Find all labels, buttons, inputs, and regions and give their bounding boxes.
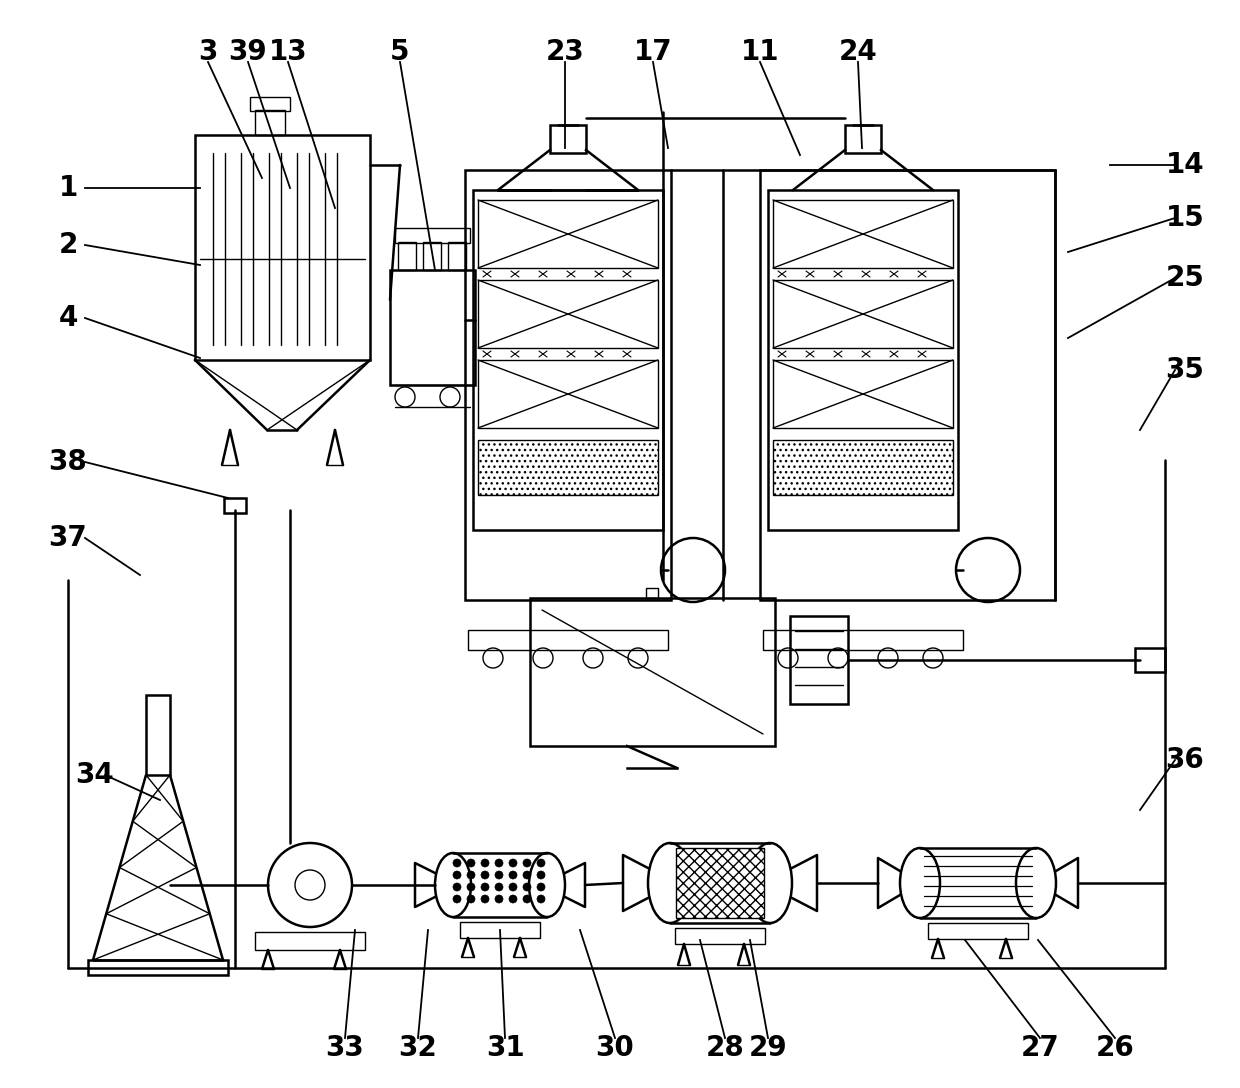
Bar: [928, 923, 1028, 939]
Text: 31: 31: [486, 1034, 525, 1062]
Text: 1: 1: [58, 174, 78, 202]
Circle shape: [495, 895, 503, 903]
Text: 38: 38: [48, 448, 87, 477]
Bar: [396, 228, 470, 243]
Bar: [763, 630, 963, 650]
Bar: [773, 200, 954, 268]
Circle shape: [495, 860, 503, 867]
Bar: [1135, 648, 1166, 672]
Circle shape: [453, 871, 461, 879]
Bar: [760, 170, 1055, 599]
Text: 28: 28: [706, 1034, 744, 1062]
Bar: [250, 97, 290, 111]
Text: 14: 14: [1166, 151, 1204, 180]
Text: 33: 33: [326, 1034, 365, 1062]
Text: 2: 2: [58, 231, 78, 259]
Circle shape: [537, 883, 546, 891]
Bar: [448, 242, 466, 270]
Circle shape: [537, 860, 546, 867]
Bar: [255, 932, 365, 950]
Bar: [676, 848, 764, 918]
Bar: [844, 125, 880, 153]
Circle shape: [481, 883, 489, 891]
Circle shape: [453, 860, 461, 867]
Bar: [195, 135, 370, 360]
Bar: [224, 498, 246, 514]
Bar: [675, 928, 765, 944]
Circle shape: [537, 895, 546, 903]
Text: 11: 11: [740, 38, 779, 66]
Text: 29: 29: [749, 1034, 787, 1062]
Text: 17: 17: [634, 38, 672, 66]
Text: 15: 15: [1166, 205, 1204, 232]
Bar: [773, 440, 954, 495]
Bar: [790, 616, 848, 704]
Bar: [146, 695, 170, 775]
Circle shape: [523, 860, 531, 867]
Text: 36: 36: [1166, 746, 1204, 774]
Bar: [477, 200, 658, 268]
Text: 5: 5: [391, 38, 409, 66]
Circle shape: [508, 895, 517, 903]
Bar: [551, 125, 587, 153]
Bar: [460, 922, 539, 938]
Circle shape: [523, 871, 531, 879]
Bar: [255, 110, 285, 135]
Bar: [768, 190, 959, 530]
Text: 3: 3: [198, 38, 218, 66]
Circle shape: [537, 871, 546, 879]
Bar: [398, 242, 415, 270]
Bar: [423, 242, 441, 270]
Text: 30: 30: [595, 1034, 635, 1062]
Circle shape: [495, 871, 503, 879]
Text: 32: 32: [398, 1034, 438, 1062]
Text: 13: 13: [269, 38, 308, 66]
Text: 23: 23: [546, 38, 584, 66]
Circle shape: [523, 895, 531, 903]
Text: 25: 25: [1166, 264, 1204, 292]
Circle shape: [523, 883, 531, 891]
Bar: [529, 598, 775, 746]
Text: 37: 37: [48, 524, 87, 552]
Bar: [391, 270, 475, 385]
Bar: [773, 280, 954, 348]
Circle shape: [508, 883, 517, 891]
Circle shape: [508, 871, 517, 879]
Circle shape: [467, 860, 475, 867]
Circle shape: [495, 883, 503, 891]
Circle shape: [467, 883, 475, 891]
Text: 26: 26: [1096, 1034, 1135, 1062]
Circle shape: [481, 895, 489, 903]
Circle shape: [508, 860, 517, 867]
Bar: [477, 440, 658, 495]
Text: 35: 35: [1166, 356, 1204, 384]
Bar: [88, 960, 228, 975]
Bar: [472, 190, 663, 530]
Bar: [465, 170, 671, 599]
Circle shape: [467, 871, 475, 879]
Bar: [646, 588, 658, 598]
Text: 4: 4: [58, 304, 78, 332]
Bar: [477, 280, 658, 348]
Bar: [773, 360, 954, 428]
Circle shape: [481, 860, 489, 867]
Circle shape: [481, 871, 489, 879]
Text: 39: 39: [228, 38, 268, 66]
Circle shape: [453, 883, 461, 891]
Bar: [477, 360, 658, 428]
Text: 34: 34: [76, 761, 114, 789]
Circle shape: [467, 895, 475, 903]
Text: 27: 27: [1021, 1034, 1059, 1062]
Bar: [467, 630, 668, 650]
Text: 24: 24: [838, 38, 878, 66]
Circle shape: [453, 895, 461, 903]
